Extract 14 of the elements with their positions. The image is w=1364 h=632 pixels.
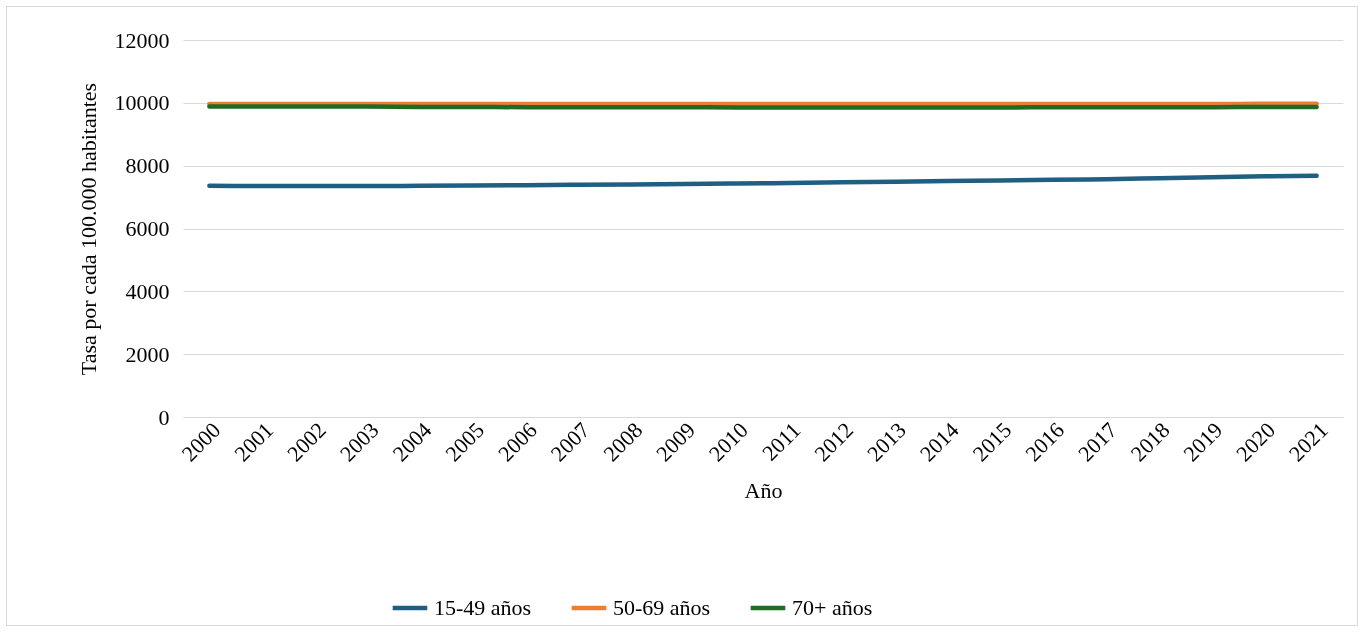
y-tick-label: 4000 [125, 278, 170, 304]
x-axis-title: Año [744, 478, 783, 504]
y-tick-label: 10000 [114, 90, 170, 116]
y-tick-label: 12000 [114, 27, 170, 53]
x-tick-label: 2011 [757, 417, 806, 466]
y-tick-label: 2000 [125, 341, 170, 367]
legend-label: 15-49 años [434, 595, 532, 620]
y-axis-title: Tasa por cada 100.000 habitantes [75, 82, 101, 376]
y-tick-label: 8000 [125, 153, 170, 179]
legend-label: 50-69 años [613, 595, 711, 620]
legend-label: 70+ años [792, 595, 873, 620]
y-tick-label: 0 [158, 404, 170, 430]
line-series [207, 173, 1319, 189]
y-tick-label: 6000 [125, 216, 170, 241]
